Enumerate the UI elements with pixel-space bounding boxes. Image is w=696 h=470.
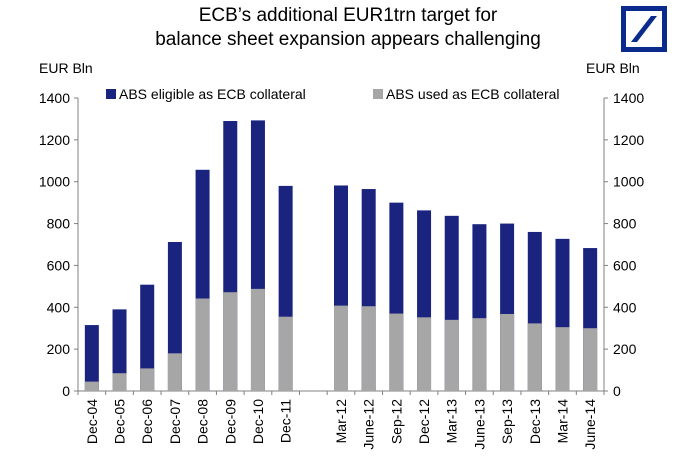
x-tick-label: Sep-12 (388, 399, 404, 444)
x-tick-label: Mar-13 (444, 399, 460, 444)
bar-eligible (140, 284, 155, 391)
bar-used (223, 292, 238, 391)
bar-used (361, 306, 376, 391)
bar-used (389, 313, 404, 391)
x-tick-label: Dec-05 (112, 399, 128, 444)
x-tick-label: Dec-04 (84, 399, 100, 444)
bar-used (555, 327, 570, 391)
bar-used (195, 298, 210, 391)
brand-logo (621, 6, 667, 52)
legend-swatch (106, 89, 116, 99)
x-tick-label: Dec-08 (195, 399, 211, 444)
bar-used (583, 328, 598, 391)
y-tick-label-right: 200 (613, 341, 637, 357)
bar-used (444, 319, 459, 391)
bar-eligible (84, 325, 99, 391)
x-tick-label: June-13 (471, 399, 487, 450)
bar-used (417, 317, 432, 391)
x-tick-label: Dec-06 (139, 399, 155, 444)
y-tick-label-left: 400 (47, 299, 71, 315)
bar-used (167, 353, 182, 391)
x-tick-label: Dec-09 (222, 399, 238, 444)
y-tick-label-left: 1000 (39, 174, 70, 190)
bar-used (112, 373, 127, 391)
legend-label: ABS used as ECB collateral (386, 86, 560, 102)
x-tick-label: Dec-12 (416, 399, 432, 444)
y-tick-label-right: 600 (613, 257, 637, 273)
y-tick-label-left: 600 (47, 257, 71, 273)
legend-label: ABS eligible as ECB collateral (119, 86, 306, 102)
x-tick-label: June-12 (361, 399, 377, 450)
x-tick-label: Mar-14 (554, 399, 570, 444)
y-tick-label-left: 800 (47, 216, 71, 232)
y-tick-label-right: 1000 (613, 174, 644, 190)
bar-used (250, 288, 265, 391)
bar-eligible (112, 309, 127, 391)
x-tick-label: Dec-11 (278, 399, 294, 443)
x-tick-label: Sep-13 (499, 399, 515, 444)
y-axis-unit-right: EUR Bln (586, 60, 640, 76)
y-axis-unit-left: EUR Bln (39, 60, 93, 76)
bar-used (334, 305, 348, 391)
y-tick-label-right: 400 (613, 299, 637, 315)
y-tick-label-left: 0 (62, 383, 70, 399)
chart-title: ECB’s additional EUR1trn target for bala… (0, 4, 696, 52)
x-tick-label: Dec-07 (167, 399, 183, 444)
bar-used (527, 323, 542, 391)
bar-used (472, 318, 487, 391)
x-tick-label: Dec-10 (250, 399, 266, 444)
y-tick-label-left: 1400 (39, 90, 70, 106)
y-tick-label-left: 1200 (39, 132, 70, 148)
y-tick-label-right: 0 (613, 383, 621, 399)
title-line-2: balance sheet expansion appears challeng… (155, 29, 541, 50)
x-tick-label: Dec-13 (527, 399, 543, 444)
slash-logo-icon (631, 16, 657, 42)
y-tick-label-right: 800 (613, 216, 637, 232)
x-tick-label: Mar-12 (333, 399, 349, 444)
title-line-1: ECB’s additional EUR1trn target for (198, 5, 498, 26)
bar-used (500, 313, 515, 391)
y-tick-label-right: 1200 (613, 132, 644, 148)
x-tick-label: June-14 (582, 399, 598, 450)
bar-used (84, 381, 99, 391)
bar-used (278, 316, 293, 391)
y-tick-label-left: 200 (47, 341, 71, 357)
bar-used (140, 368, 155, 391)
legend-swatch (373, 89, 383, 99)
y-tick-label-right: 1400 (613, 90, 644, 106)
